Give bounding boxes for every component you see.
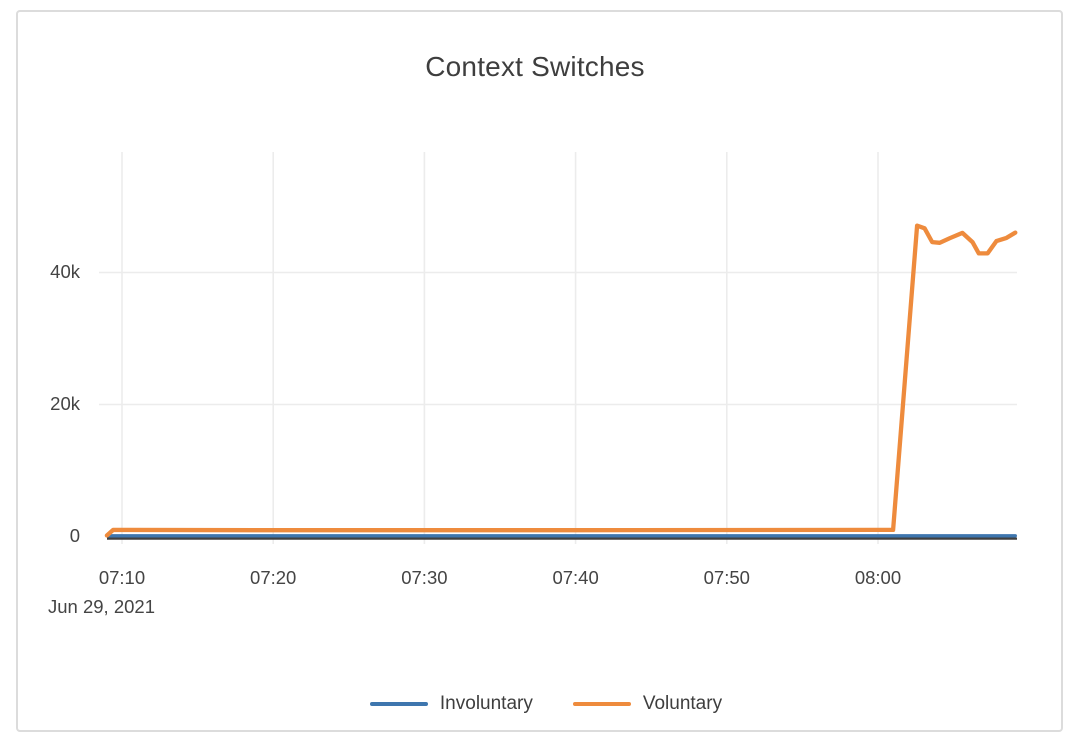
legend-label-voluntary: Voluntary: [642, 693, 723, 714]
involuntary-line-swatch-icon: [369, 701, 428, 707]
chart-card: [16, 10, 1063, 732]
legend: Involuntary Voluntary: [11, 691, 1070, 717]
series-line-voluntary[interactable]: [104, 223, 1018, 538]
legend-item-involuntary[interactable]: Involuntary: [369, 691, 533, 717]
legend-label-involuntary: Involuntary: [439, 693, 533, 714]
legend-item-voluntary[interactable]: Voluntary: [572, 691, 723, 717]
voluntary-line-swatch-icon: [572, 701, 631, 707]
chart-title: Context Switches: [425, 51, 645, 82]
